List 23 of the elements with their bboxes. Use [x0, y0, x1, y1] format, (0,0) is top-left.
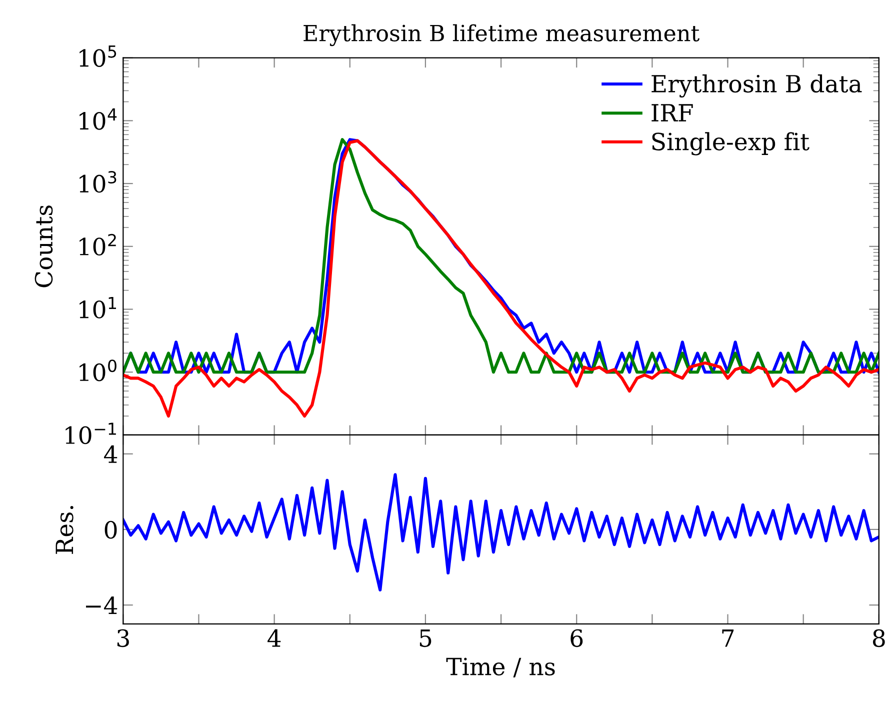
x-tick-label: 3 [117, 629, 129, 648]
y-tick-label: 10$^{4}$ [80, 108, 117, 130]
legend-label: IRF [652, 104, 693, 122]
y-tick-label: 4 [104, 445, 118, 463]
legend-label: Erythrosin B data [652, 74, 862, 98]
x-tick-label: 4 [268, 629, 281, 647]
chart-title: Erythrosin B lifetime measurement [304, 24, 700, 46]
x-tick-label: 5 [420, 630, 432, 648]
y-tick-label: 10$^{2}$ [80, 234, 116, 256]
x-tick-label: 8 [872, 629, 885, 648]
y-tick-label: −4 [86, 596, 118, 614]
x-tick-label: 7 [722, 630, 734, 647]
legend-label: Single-exp fit [652, 132, 810, 156]
x-axis-title: Time / ns [446, 658, 555, 678]
y-tick-label: 10$^{0}$ [80, 360, 116, 382]
y-tick-label: 0 [104, 520, 117, 539]
y-tick-label: 10$^{1}$ [80, 296, 116, 318]
y-tick-label: 10$^{5}$ [80, 46, 116, 67]
x-tick-label: 6 [570, 629, 583, 648]
y-tick-label: 10$^{−1}$ [66, 422, 116, 444]
y-tick-label: 10$^{3}$ [80, 171, 116, 193]
y-axis-title: Counts [34, 205, 53, 288]
y-axis-title: Res. [56, 506, 74, 554]
